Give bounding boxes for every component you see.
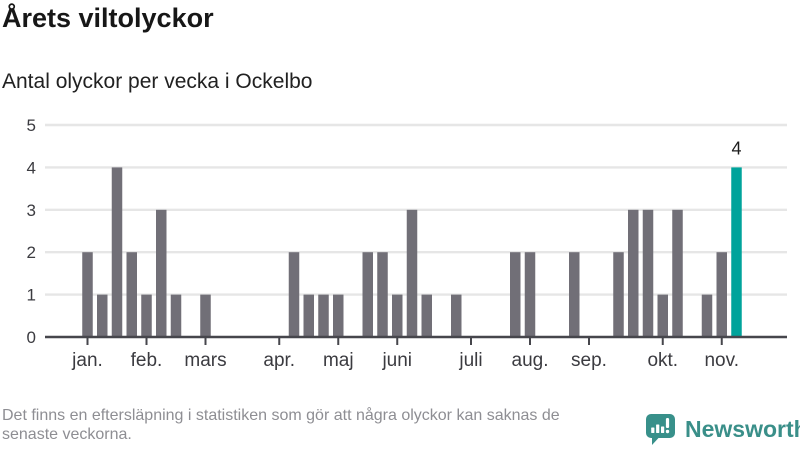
y-axis-label-5: 5 xyxy=(27,116,36,135)
bar-week-24 xyxy=(421,294,432,337)
y-axis-label-0: 0 xyxy=(27,328,36,347)
bar-week-43 xyxy=(701,294,713,337)
y-axis-label-1: 1 xyxy=(27,286,36,305)
bar-week-40 xyxy=(657,294,668,337)
bar-week-34 xyxy=(569,252,580,337)
y-axis-label-2: 2 xyxy=(27,243,36,262)
bar-week-18 xyxy=(333,294,344,337)
bar-week-7 xyxy=(170,294,182,337)
bar-week-38 xyxy=(628,209,639,337)
bar-week-15 xyxy=(288,252,300,337)
bar-week-41 xyxy=(672,209,683,337)
x-axis-label-okt: okt. xyxy=(647,350,678,371)
bar-week-45-highlight xyxy=(731,167,742,337)
x-axis-label-nov: nov. xyxy=(704,350,739,371)
bar-week-26 xyxy=(451,294,462,337)
bar-week-44 xyxy=(716,252,727,337)
x-axis-label-juli: juli xyxy=(458,350,482,371)
x-axis-label-mars: mars xyxy=(184,350,226,371)
bar-week-2 xyxy=(97,294,108,337)
newsworthy-chart-bubble-icon xyxy=(646,414,675,445)
bar-week-9 xyxy=(200,294,211,337)
bar-week-16 xyxy=(303,294,314,337)
bar-week-37 xyxy=(613,252,624,337)
x-axis-label-sep: sep. xyxy=(571,350,607,371)
bar-week-4 xyxy=(126,252,137,337)
newsworthy-wordmark: Newsworthy xyxy=(685,416,800,442)
x-axis-label-juni: juni xyxy=(381,350,412,371)
disclaimer-text: Det finns en eftersläpning i statistiken… xyxy=(2,406,560,444)
bar-week-39 xyxy=(642,209,654,337)
x-axis-label-jan: jan. xyxy=(71,350,103,371)
x-axis-label-apr: apr. xyxy=(263,350,295,371)
x-axis-label-aug: aug. xyxy=(512,350,549,371)
bar-week-17 xyxy=(318,294,329,337)
bar-week-22 xyxy=(392,294,403,337)
x-axis-label-maj: maj xyxy=(323,350,354,371)
bar-week-3 xyxy=(111,167,123,337)
disclaimer-line: senaste veckorna. xyxy=(2,426,132,443)
newsworthy-logo[interactable]: Newsworthy xyxy=(644,412,800,447)
bar-week-23 xyxy=(406,209,418,337)
x-axis-label-feb: feb. xyxy=(131,350,163,371)
highlight-value-label: 4 xyxy=(731,138,741,158)
bar-week-21 xyxy=(377,252,388,337)
bar-week-31 xyxy=(524,252,536,337)
bar-week-30 xyxy=(510,252,521,337)
disclaimer-line: Det finns en eftersläpning i statistiken… xyxy=(2,407,560,424)
page-title: Årets viltolyckor xyxy=(2,3,214,33)
bar-week-1 xyxy=(82,252,93,337)
chart-subtitle: Antal olyckor per vecka i Ockelbo xyxy=(2,70,313,93)
bar-week-6 xyxy=(156,209,167,337)
y-axis-label-4: 4 xyxy=(27,158,36,177)
bar-week-5 xyxy=(141,294,152,337)
bar-week-20 xyxy=(362,252,373,337)
y-axis-label-3: 3 xyxy=(27,201,36,220)
